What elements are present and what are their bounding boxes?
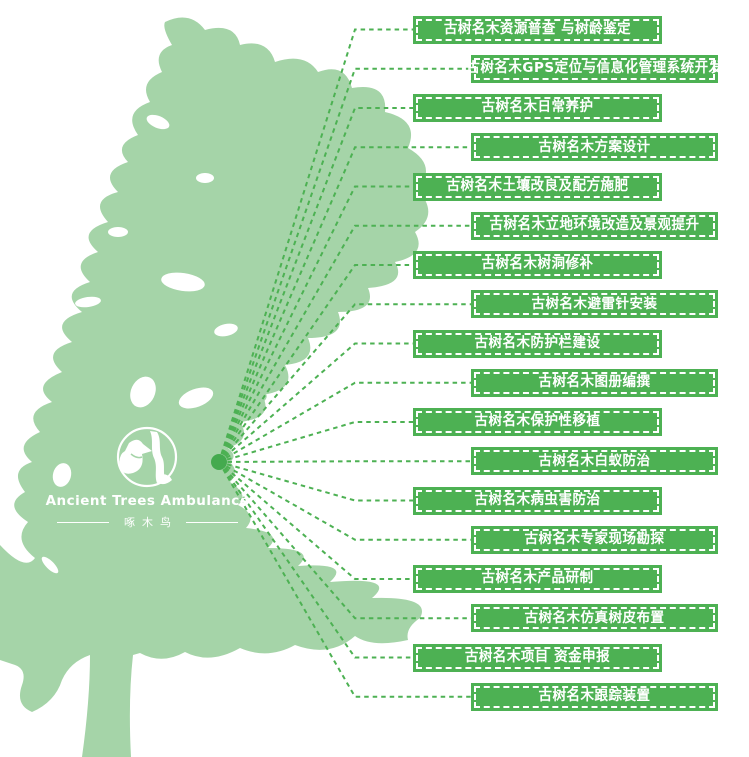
service-label-text: 古树名木仿真树皮布置 [524,609,665,626]
service-label: 古树名木仿真树皮布置 [471,604,718,633]
service-label-text: 古树名木专家现场勘探 [524,531,665,547]
subtitle-rule-left [57,521,109,523]
logo-subtitle: 啄木鸟 [57,514,238,530]
service-label: 古树名木树洞修补 [413,251,662,279]
service-label-text: 古树名木土壤改良及配方施肥 [446,177,629,194]
subtitle-rule-right [186,521,238,523]
service-label-text: 古树名木产品研制 [481,570,594,587]
service-label: 古树名木项目 资金申报 [413,643,662,672]
service-label-text: 古树名木项目 资金申报 [464,648,611,665]
service-label: 古树名木土壤改良及配方施肥 [413,172,662,201]
service-label: 古树名木专家现场勘探 [471,525,718,554]
service-label-text: 古树名木方案设计 [538,138,651,155]
service-label-text: 古树名木立地环境改造及景观提升 [489,217,700,233]
service-label: 古树名木GPS定位与信息化管理系统开发 [466,54,722,83]
woodpecker-logo-icon [116,426,178,488]
service-label: 古树名木立地环境改造及景观提升 [471,211,718,240]
service-label: 古树名木白蚁防治 [471,447,718,476]
service-label: 古树名木方案设计 [471,133,718,162]
service-label-text: 古树名木跟踪装置 [538,688,651,704]
service-label: 古树名木产品研制 [413,565,662,593]
service-label-text: 古树名木GPS定位与信息化管理系统开发 [466,60,723,76]
service-label-text: 古树名木保护性移植 [474,413,601,430]
logo-subtitle-text: 啄木鸟 [124,516,178,529]
service-label-text: 古树名木树洞修补 [481,256,594,273]
service-label: 古树名木图册编撰 [471,368,718,397]
logo-title: Ancient Trees Ambulance [45,493,250,509]
service-label-text: 古树名木防护栏建设 [474,334,601,351]
tree-canopy [0,17,429,757]
service-label-text: 古树名木避雷针安装 [531,295,658,312]
service-label-text: 古树名木病虫害防治 [474,491,601,508]
foliage-island [282,220,298,230]
brand-logo: Ancient Trees Ambulance 啄木鸟 [45,424,250,530]
service-label: 古树名木避雷针安装 [471,290,718,319]
service-label: 古树名木病虫害防治 [413,486,662,515]
service-label-text: 古树名木资源普查 与树龄鉴定 [443,20,632,37]
service-label: 古树名木日常养护 [413,94,662,122]
service-label: 古树名木保护性移植 [413,408,662,436]
canopy-gaps [10,56,238,574]
service-label: 古树名木资源普查 与树龄鉴定 [413,15,662,44]
service-label-text: 古树名木白蚁防治 [538,452,651,469]
service-label: 古树名木跟踪装置 [471,682,718,711]
service-label: 古树名木防护栏建设 [413,329,662,358]
service-label-text: 古树名木图册编撰 [538,374,651,390]
service-label-text: 古树名木日常养护 [481,99,594,116]
